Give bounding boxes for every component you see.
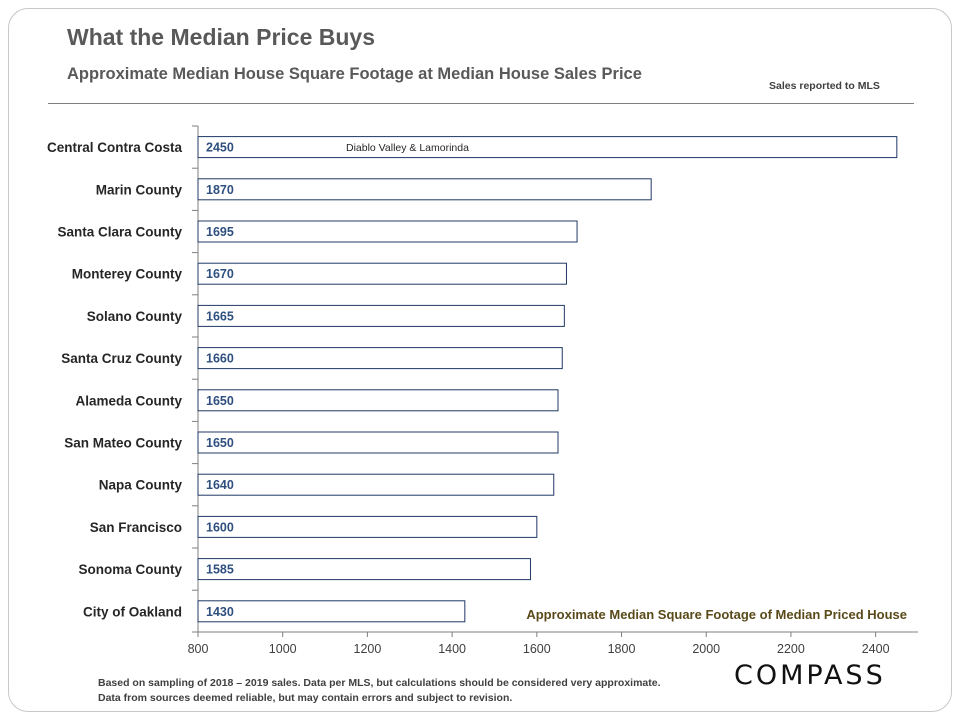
bar-san-francisco — [197, 515, 538, 538]
chart-subtitle: Approximate Median House Square Footage … — [67, 65, 642, 83]
category-label-monterey-county: Monterey County — [72, 267, 183, 282]
x-tick-label: 1800 — [608, 642, 636, 656]
chart-title: What the Median Price Buys — [67, 24, 376, 50]
category-label-solano-county: Solano County — [87, 309, 183, 324]
category-label-marin-county: Marin County — [96, 182, 183, 197]
compass-logo: COMPASS — [734, 660, 886, 691]
source-note: Sales reported to MLS — [769, 80, 880, 92]
bar-monterey-county — [197, 262, 567, 285]
value-label-san-mateo-county: 1650 — [206, 436, 234, 450]
category-label-alameda-county: Alameda County — [75, 393, 182, 408]
x-tick-label: 2200 — [777, 642, 805, 656]
x-tick-label: 800 — [188, 642, 209, 656]
bar-marin-county — [197, 178, 652, 201]
value-label-monterey-county: 1670 — [206, 267, 234, 281]
bar-annotation: Diablo Valley & Lamorinda — [346, 142, 469, 154]
value-label-city-of-oakland: 1430 — [206, 605, 234, 619]
category-label-san-francisco: San Francisco — [90, 520, 182, 535]
category-label-sonoma-county: Sonoma County — [79, 562, 183, 577]
value-label-solano-county: 1665 — [206, 309, 234, 323]
x-tick-label: 1200 — [354, 642, 382, 656]
value-label-marin-county: 1870 — [206, 183, 234, 197]
x-tick-label: 2000 — [692, 642, 720, 656]
value-label-santa-cruz-county: 1660 — [206, 352, 234, 366]
x-tick-label: 2400 — [862, 642, 890, 656]
title-divider — [48, 103, 914, 104]
category-label-san-mateo-county: San Mateo County — [64, 436, 182, 451]
bar-alameda-county — [197, 389, 559, 412]
category-label-central-contra-costa: Central Contra Costa — [47, 140, 183, 155]
value-label-sonoma-county: 1585 — [206, 563, 234, 577]
category-label-santa-cruz-county: Santa Cruz County — [61, 351, 182, 366]
value-label-central-contra-costa: 2450 — [206, 141, 234, 155]
x-axis-title: Approximate Median Square Footage of Med… — [526, 607, 907, 622]
bar-santa-clara-county — [197, 220, 578, 243]
bar-solano-county — [197, 304, 565, 327]
x-tick-label: 1000 — [269, 642, 297, 656]
value-label-santa-clara-county: 1695 — [206, 225, 234, 239]
x-tick-label: 1400 — [438, 642, 466, 656]
x-tick-label: 1600 — [523, 642, 551, 656]
bar-san-mateo-county — [197, 431, 559, 454]
bar-city-of-oakland — [197, 600, 466, 623]
bar-napa-county — [197, 473, 555, 496]
category-label-napa-county: Napa County — [99, 478, 183, 493]
bar-sonoma-county — [197, 558, 531, 581]
footnote: Based on sampling of 2018 – 2019 sales. … — [98, 677, 661, 704]
bar-santa-cruz-county — [197, 347, 563, 370]
value-label-napa-county: 1640 — [206, 478, 234, 492]
category-label-city-of-oakland: City of Oakland — [83, 604, 182, 619]
value-label-san-francisco: 1600 — [206, 520, 234, 534]
value-label-alameda-county: 1650 — [206, 394, 234, 408]
category-label-santa-clara-county: Santa Clara County — [57, 225, 182, 240]
bar-central-contra-costa — [197, 136, 898, 159]
